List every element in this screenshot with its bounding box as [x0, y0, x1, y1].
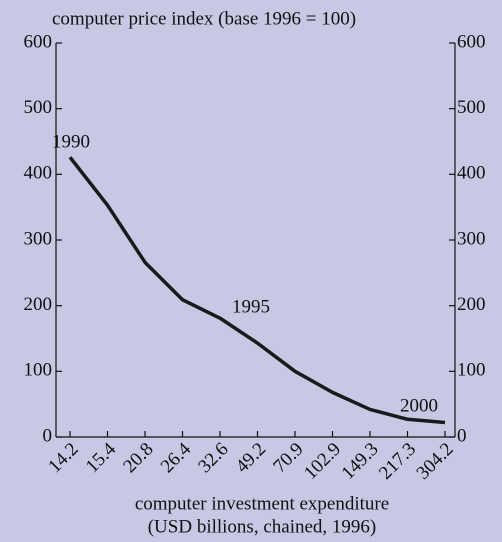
x-axis-label: (USD billions, chained, 1996) [148, 516, 377, 537]
y-tick-label: 200 [24, 294, 53, 315]
annotation: 1995 [232, 296, 270, 317]
y-tick-label: 600 [24, 31, 53, 52]
x-tick-label: 26.4 [157, 438, 196, 477]
y2-tick-label: 600 [457, 31, 486, 52]
y2-tick-label: 500 [457, 97, 486, 118]
y-tick-label: 100 [24, 360, 53, 381]
line [68, 156, 446, 425]
x-tick-label: 149.3 [338, 439, 383, 484]
annotation: 2000 [400, 395, 438, 416]
y-tick-label: 300 [24, 228, 53, 249]
x-tick-label: 20.8 [119, 439, 157, 477]
y2-tick-label: 300 [457, 228, 486, 249]
x-tick-label: 217.3 [375, 439, 420, 484]
annotation: 1990 [52, 131, 90, 152]
x-tick-label: 15.4 [82, 438, 121, 477]
y2-tick-label: 100 [457, 360, 486, 381]
y2-tick-label: 400 [457, 163, 486, 184]
y-tick-label: 500 [24, 97, 53, 118]
x-axis-label: computer investment expenditure [135, 493, 389, 514]
chart-title: computer price index (base 1996 = 100) [52, 8, 356, 29]
x-tick-label: 304.2 [413, 439, 458, 484]
x-tick-label: 32.6 [194, 439, 232, 477]
y-tick-label: 0 [43, 425, 53, 446]
y2-tick-label: 200 [457, 294, 486, 315]
y2-tick-label: 0 [457, 425, 467, 446]
x-tick-label: 102.9 [300, 439, 345, 484]
y-tick-label: 400 [24, 163, 53, 184]
x-tick-label: 49.2 [232, 439, 270, 477]
